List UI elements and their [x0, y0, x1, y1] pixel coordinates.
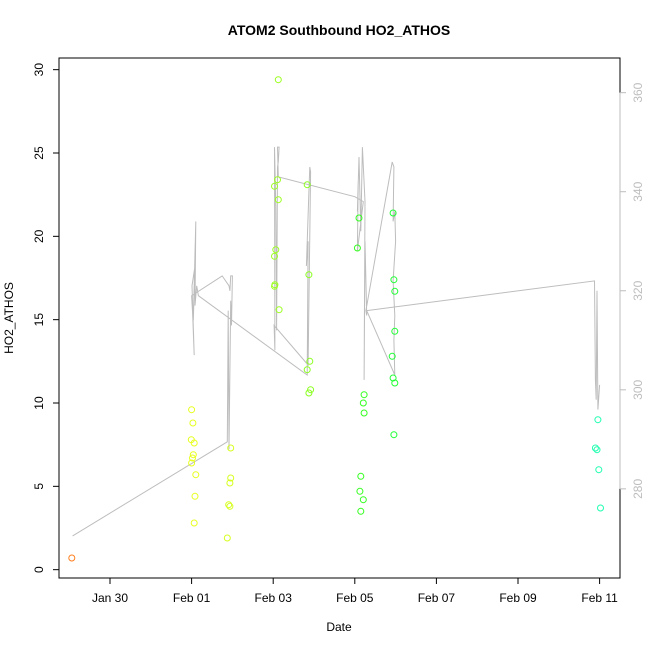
y-tick-label: 0 [32, 566, 46, 573]
series-line [72, 146, 601, 537]
data-point [591, 444, 599, 452]
x-tick-label: Feb 01 [173, 591, 211, 605]
data-point [388, 352, 396, 360]
series-lines [72, 146, 601, 537]
data-point [594, 416, 602, 424]
data-point [390, 431, 398, 439]
x-tick-label: Feb 05 [336, 591, 374, 605]
data-point [271, 252, 278, 260]
data-point [225, 501, 233, 509]
data-point [355, 214, 363, 222]
data-point [353, 244, 361, 252]
data-point [271, 182, 278, 190]
x-tick-label: Feb 11 [581, 591, 618, 605]
y-right-tick-label: 340 [631, 181, 645, 201]
data-point [391, 327, 399, 335]
y-tick-label: 15 [32, 313, 46, 327]
data-point [275, 306, 283, 314]
y-axis: 0 5 10 15 20 25 30 [32, 63, 60, 573]
data-point [595, 466, 603, 474]
data-point [390, 276, 398, 284]
data-point [597, 504, 604, 512]
data-point [359, 399, 367, 407]
data-point [306, 357, 314, 365]
x-tick-label: Feb 09 [499, 591, 537, 605]
y-tick-label: 20 [32, 229, 46, 243]
data-point [274, 76, 282, 84]
y-right-tick-label: 360 [631, 82, 645, 102]
data-point [227, 444, 235, 452]
y-right-tick-label: 280 [631, 479, 645, 499]
y-tick-label: 5 [32, 483, 46, 490]
y-tick-label: 30 [32, 63, 46, 77]
y-tick-label: 25 [32, 146, 46, 160]
data-point [360, 409, 368, 417]
data-point [303, 366, 311, 374]
data-point [307, 386, 315, 394]
data-point [271, 282, 278, 290]
x-tick-label: Jan 30 [92, 591, 128, 605]
x-axis-label: Date [326, 620, 352, 634]
data-point [359, 496, 367, 504]
data-point [303, 181, 311, 189]
data-point [391, 287, 399, 295]
x-tick-label: Feb 07 [418, 591, 456, 605]
data-point [305, 389, 313, 397]
data-point [189, 451, 197, 459]
y-right-tick-label: 320 [631, 280, 645, 300]
data-point [223, 534, 231, 542]
y-right-tick-label: 300 [631, 379, 645, 399]
x-tick-label: Feb 03 [255, 591, 293, 605]
y-axis-label: HO2_ATHOS [2, 282, 16, 354]
data-point [274, 196, 282, 204]
y-tick-label: 10 [32, 396, 46, 410]
data-point [188, 406, 196, 414]
chart-title: ATOM2 Southbound HO2_ATHOS [228, 22, 450, 38]
data-point [226, 502, 234, 510]
data-point [191, 492, 199, 500]
points [68, 76, 604, 562]
data-point [391, 379, 399, 387]
data-point [189, 454, 196, 462]
data-point [357, 507, 365, 515]
data-point [272, 246, 280, 254]
x-axis: Jan 30 Feb 01 Feb 03 Feb 05 Feb 07 Feb 09 Feb … [92, 577, 618, 605]
data-point [190, 519, 198, 527]
data-point [389, 374, 397, 382]
data-point [188, 459, 196, 467]
data-point [68, 554, 76, 562]
data-point [356, 487, 364, 495]
data-point [192, 471, 200, 479]
data-point [189, 419, 197, 427]
data-point [226, 479, 234, 487]
data-point [190, 439, 198, 447]
y-axis-right: 280 300 320 340 360 [619, 82, 645, 499]
data-point [389, 209, 397, 217]
data-point [227, 474, 235, 482]
data-point [360, 391, 368, 399]
data-point [305, 271, 313, 279]
plot-frame [58, 57, 621, 579]
data-point [593, 446, 601, 454]
data-point [274, 176, 281, 184]
data-point [357, 472, 365, 480]
